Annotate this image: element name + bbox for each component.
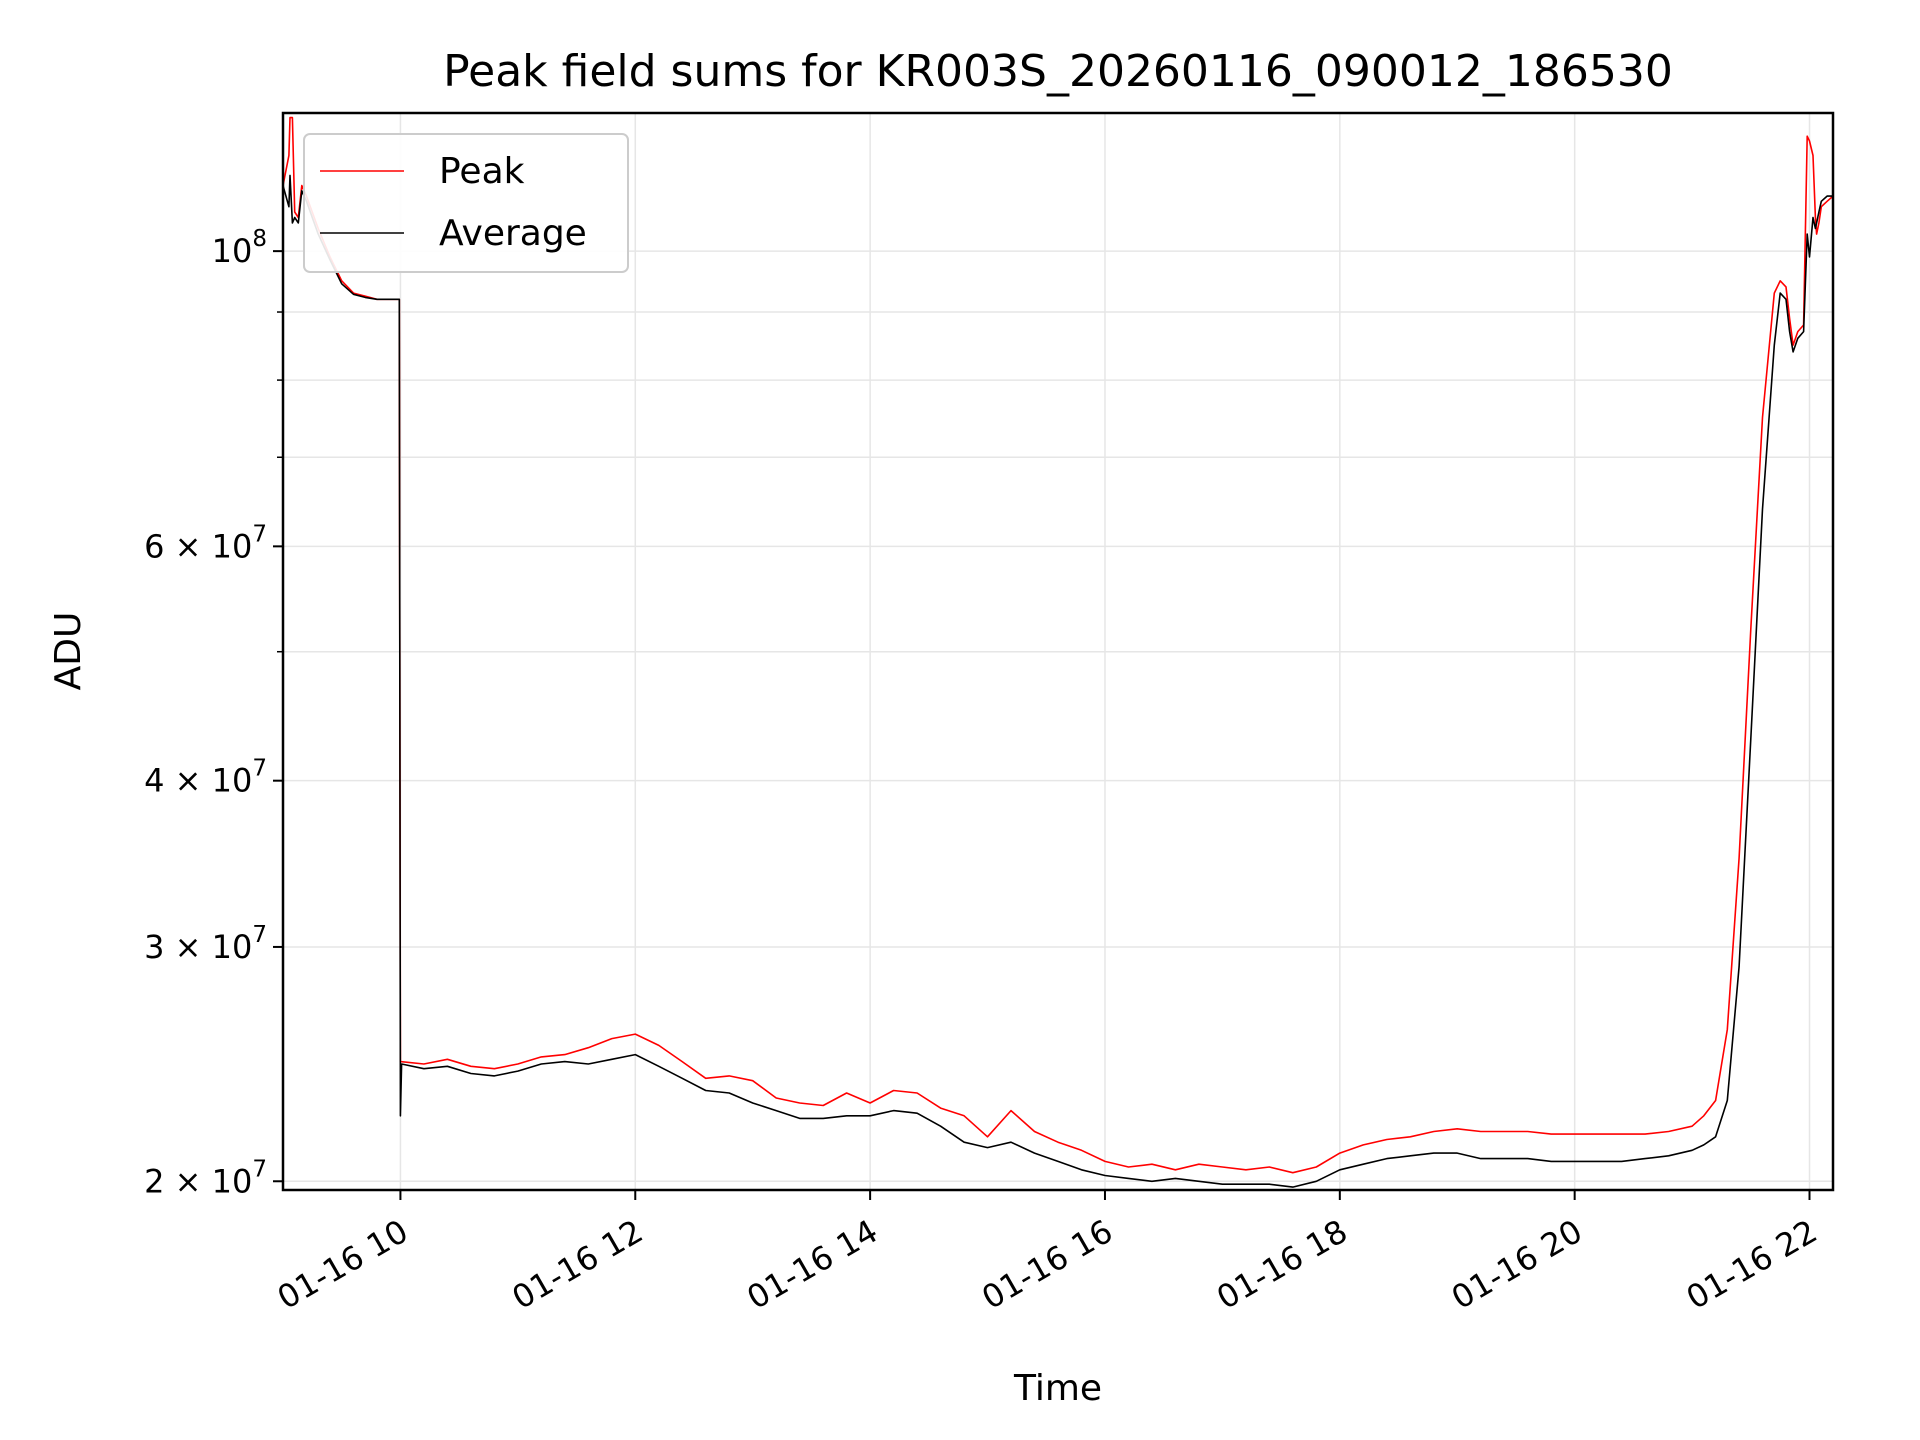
y-tick-label: 3 × 107 — [144, 922, 267, 966]
y-tick-mantissa: 6 × 10 — [144, 527, 252, 565]
y-tick-label: 108 — [212, 226, 267, 270]
y-tick-mantissa: 10 — [212, 232, 253, 270]
y-tick-label: 2 × 107 — [144, 1156, 267, 1200]
y-tick-exponent: 7 — [252, 521, 267, 547]
y-tick-exponent: 7 — [252, 756, 267, 782]
series-line-average — [282, 174, 1833, 1188]
legend-box — [303, 133, 629, 273]
y-tick-label: 4 × 107 — [144, 756, 267, 800]
y-tick-label: 6 × 107 — [144, 521, 267, 565]
y-tick-exponent: 8 — [252, 226, 267, 252]
y-tick-mantissa: 3 × 10 — [144, 928, 252, 966]
y-tick-mantissa: 2 × 10 — [144, 1162, 252, 1200]
chart-title: Peak field sums for KR003S_20260116_0900… — [443, 46, 1673, 97]
y-tick-exponent: 7 — [252, 1156, 267, 1182]
series-lines — [282, 116, 1834, 1188]
y-tick-exponent: 7 — [252, 922, 267, 948]
x-axis-label: Time — [1013, 1368, 1102, 1409]
legend-label-average: Average — [439, 213, 587, 254]
legend: Peak Average — [303, 133, 629, 273]
legend-label-peak: Peak — [439, 151, 525, 192]
y-tick-mantissa: 4 × 10 — [144, 762, 252, 800]
y-axis-label: ADU — [48, 612, 89, 691]
